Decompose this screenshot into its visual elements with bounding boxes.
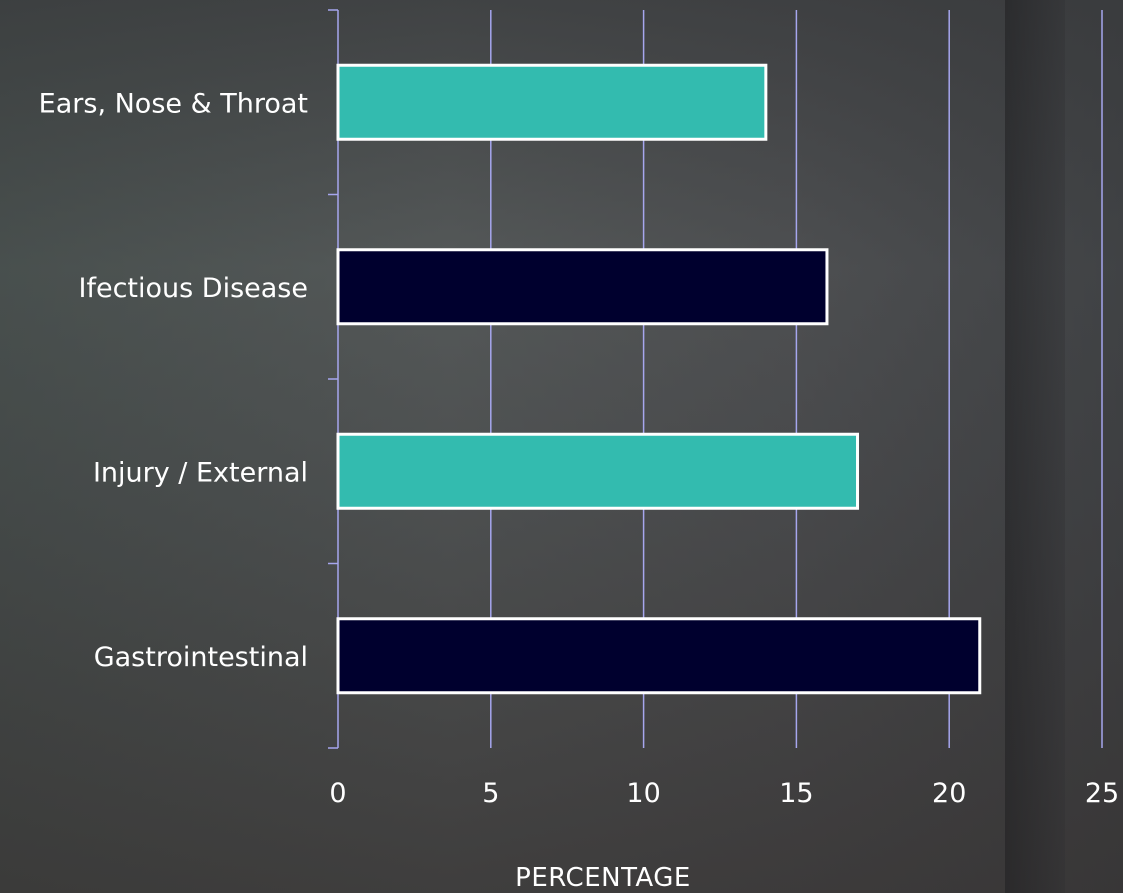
x-tick-label-10: 10	[626, 778, 660, 809]
x-tick-label-15: 15	[779, 778, 813, 809]
x-tick-label-0: 0	[329, 778, 346, 809]
bar-2	[336, 432, 860, 510]
bars	[336, 63, 982, 695]
category-label-0: Ears, Nose & Throat	[39, 88, 308, 119]
x-tick-label-25: 25	[1085, 778, 1119, 809]
bar-1	[336, 248, 829, 326]
category-labels: Ears, Nose & Throat Ifectious Disease Inju…	[39, 88, 308, 673]
bar-0	[336, 63, 768, 141]
bar-3	[336, 617, 982, 695]
category-label-3: Gastrointestinal	[94, 642, 308, 673]
background-window-frame	[1005, 0, 1065, 893]
category-label-2: Injury / External	[93, 457, 308, 488]
category-label-1: Ifectious Disease	[79, 273, 309, 304]
x-tick-labels: 0 5 10 15 20 25	[329, 778, 1119, 809]
x-tick-label-5: 5	[482, 778, 499, 809]
x-axis-title: PERCENTAGE	[515, 863, 691, 893]
x-tick-label-20: 20	[932, 778, 966, 809]
